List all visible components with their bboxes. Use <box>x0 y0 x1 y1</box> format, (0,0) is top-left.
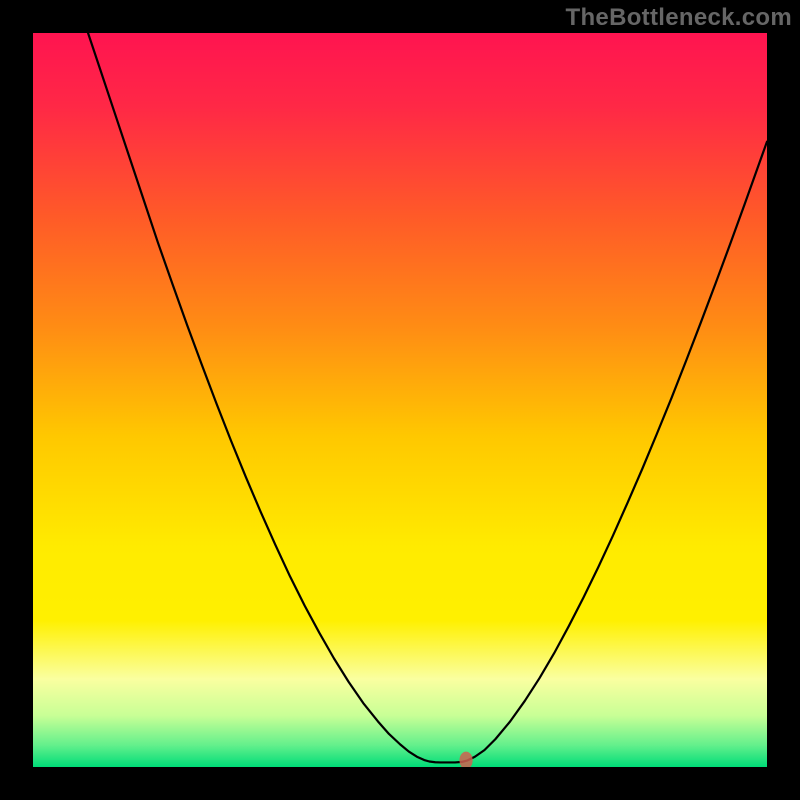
figure-container: TheBottleneck.com <box>0 0 800 800</box>
chart-svg <box>33 33 767 767</box>
gradient-background <box>33 33 767 767</box>
watermark-label: TheBottleneck.com <box>566 4 792 32</box>
plot-area <box>33 33 767 767</box>
